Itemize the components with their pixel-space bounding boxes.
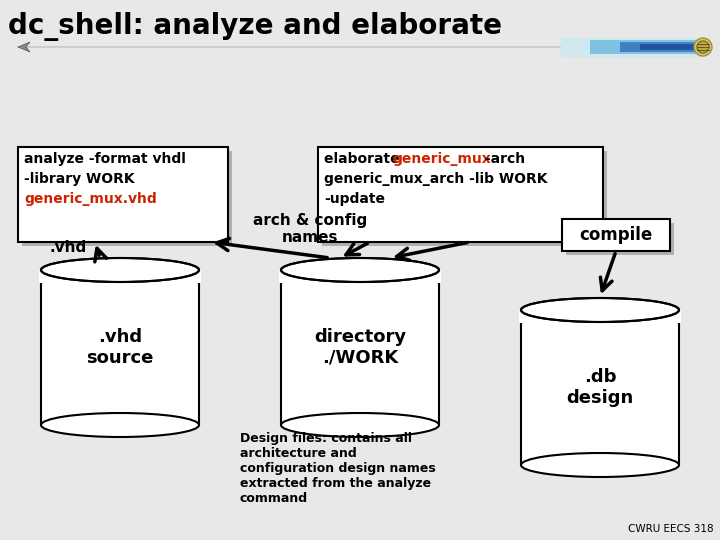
Text: generic_mux.vhd: generic_mux.vhd bbox=[24, 192, 157, 206]
Polygon shape bbox=[519, 310, 681, 323]
Text: arch & config
names: arch & config names bbox=[253, 213, 367, 245]
Text: .db
design: .db design bbox=[567, 368, 634, 407]
Polygon shape bbox=[521, 310, 679, 465]
Ellipse shape bbox=[41, 258, 199, 282]
Text: directory
./WORK: directory ./WORK bbox=[314, 328, 406, 367]
FancyBboxPatch shape bbox=[18, 147, 228, 242]
Polygon shape bbox=[279, 270, 441, 283]
Text: dc_shell: analyze and elaborate: dc_shell: analyze and elaborate bbox=[8, 12, 502, 41]
Ellipse shape bbox=[281, 413, 439, 437]
FancyBboxPatch shape bbox=[322, 151, 607, 246]
Polygon shape bbox=[39, 270, 201, 283]
Ellipse shape bbox=[281, 258, 439, 282]
Text: compile: compile bbox=[580, 226, 652, 244]
Text: generic_mux: generic_mux bbox=[392, 152, 491, 166]
FancyBboxPatch shape bbox=[562, 219, 670, 251]
Text: -library WORK: -library WORK bbox=[24, 172, 135, 186]
FancyBboxPatch shape bbox=[22, 151, 232, 246]
Text: elaborate: elaborate bbox=[324, 152, 405, 166]
Circle shape bbox=[697, 41, 709, 53]
Polygon shape bbox=[281, 270, 439, 425]
Text: generic_mux_arch -lib WORK: generic_mux_arch -lib WORK bbox=[324, 172, 547, 186]
Ellipse shape bbox=[521, 453, 679, 477]
Ellipse shape bbox=[521, 298, 679, 322]
Text: -arch: -arch bbox=[480, 152, 525, 166]
Polygon shape bbox=[41, 270, 199, 425]
Circle shape bbox=[694, 38, 712, 56]
Text: CWRU EECS 318: CWRU EECS 318 bbox=[629, 524, 714, 534]
Text: .vhd: .vhd bbox=[50, 240, 86, 255]
Text: Design files: contains all
architecture and
configuration design names
extracted: Design files: contains all architecture … bbox=[240, 432, 436, 505]
Text: .vhd
source: .vhd source bbox=[86, 328, 153, 367]
FancyBboxPatch shape bbox=[566, 223, 674, 255]
Polygon shape bbox=[18, 42, 30, 52]
Text: -update: -update bbox=[324, 192, 385, 206]
Ellipse shape bbox=[41, 413, 199, 437]
Text: analyze -format vhdl: analyze -format vhdl bbox=[24, 152, 186, 166]
FancyBboxPatch shape bbox=[318, 147, 603, 242]
